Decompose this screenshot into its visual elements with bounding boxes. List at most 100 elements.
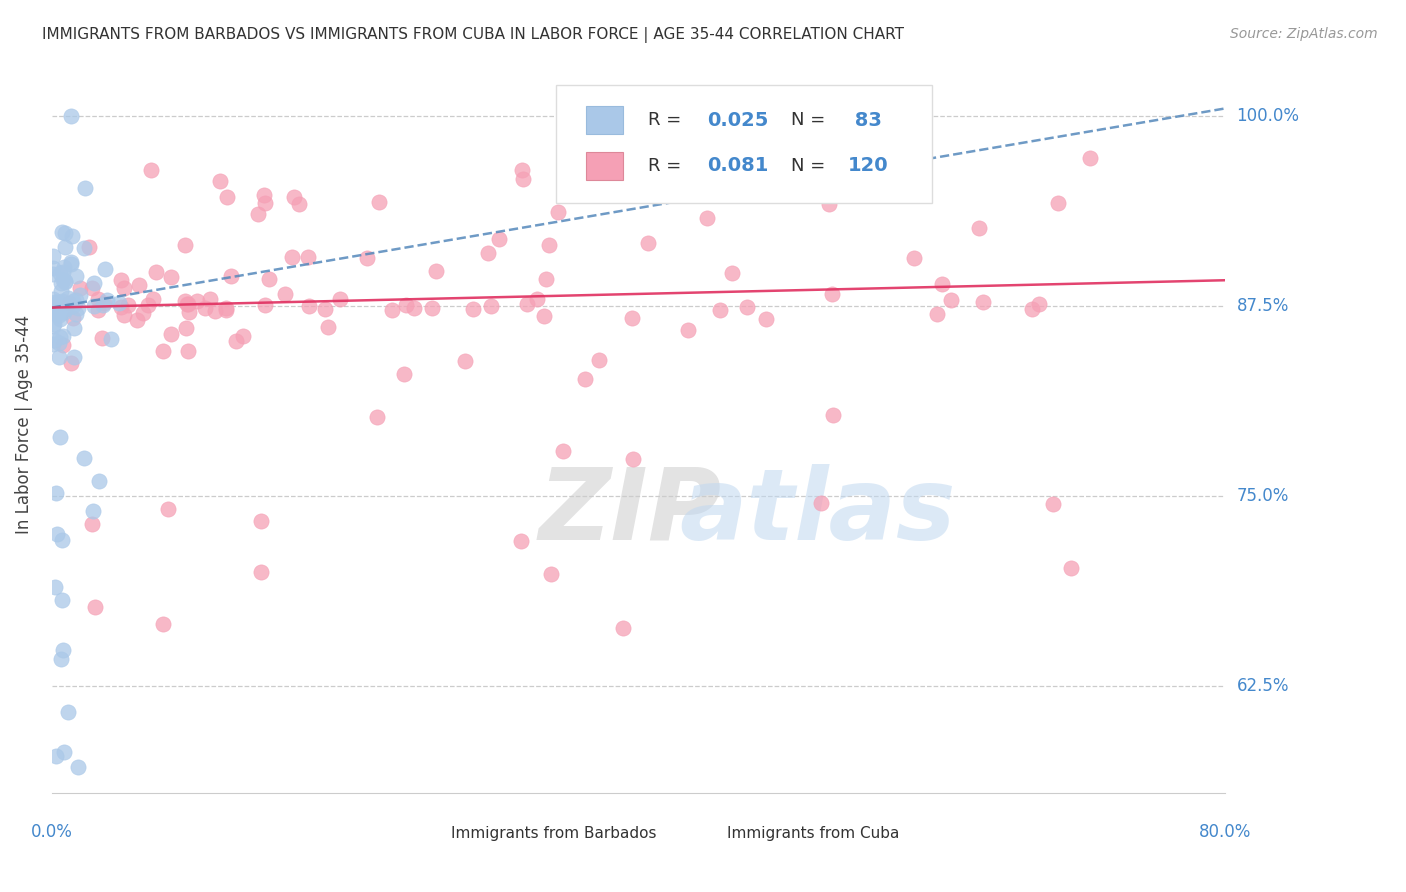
Point [117, 298, 139, 312]
Point [42, 267, 65, 281]
Point [152, 344, 174, 359]
Point [96, 293, 118, 307]
Point [215, 301, 238, 316]
Point [52, 304, 75, 318]
Point [283, 190, 305, 204]
Text: Immigrants from Cuba: Immigrants from Cuba [727, 826, 898, 841]
Point [889, 187, 911, 202]
Point [42, 249, 65, 263]
Point [232, 329, 254, 343]
Point [44, 295, 66, 310]
Point [63, 296, 86, 310]
Point [49, 430, 72, 444]
Point [1028, 296, 1050, 310]
Point [82, 280, 104, 294]
Point [52, 297, 75, 311]
Point [84, 599, 107, 614]
Point [1078, 151, 1101, 165]
Point [620, 310, 643, 325]
Text: 100.0%: 100.0% [1237, 107, 1299, 125]
Text: 0.025: 0.025 [707, 111, 768, 129]
Point [755, 312, 778, 326]
Point [62, 350, 84, 364]
Point [676, 323, 699, 337]
Point [87, 293, 110, 307]
Point [59, 255, 82, 269]
Point [60, 356, 83, 370]
Point [479, 299, 502, 313]
Point [204, 303, 226, 318]
Point [49, 276, 72, 290]
Text: 0.0%: 0.0% [31, 823, 73, 841]
Point [152, 617, 174, 632]
Point [82, 504, 104, 518]
Point [45, 749, 67, 764]
Point [1060, 560, 1083, 574]
Point [581, 179, 603, 194]
Point [52, 265, 75, 279]
Point [588, 352, 610, 367]
Point [420, 301, 443, 316]
Point [59, 109, 82, 123]
Point [91, 298, 114, 312]
Point [176, 297, 198, 311]
Point [44, 580, 66, 594]
Text: atlas: atlas [679, 464, 956, 561]
Point [612, 621, 634, 635]
Point [110, 300, 132, 314]
Point [281, 250, 304, 264]
Point [395, 298, 418, 312]
Point [52, 643, 75, 657]
Point [53, 226, 76, 240]
Text: 87.5%: 87.5% [1237, 297, 1289, 315]
Point [177, 344, 200, 359]
Text: N =: N = [792, 111, 825, 129]
Point [128, 278, 150, 293]
Point [477, 246, 499, 260]
Point [903, 251, 925, 265]
Text: 62.5%: 62.5% [1237, 677, 1289, 695]
Point [297, 250, 319, 264]
Point [52, 338, 75, 352]
Point [53, 745, 76, 759]
Point [69, 288, 91, 302]
Point [253, 187, 276, 202]
Point [58, 296, 80, 310]
Point [709, 303, 731, 318]
Point [925, 307, 948, 321]
Point [45, 307, 67, 321]
Point [463, 301, 485, 316]
Point [132, 305, 155, 319]
Point [52, 302, 75, 317]
Text: 80.0%: 80.0% [1199, 823, 1251, 841]
Text: 75.0%: 75.0% [1237, 487, 1289, 505]
Point [42, 336, 65, 351]
Point [219, 269, 242, 284]
Point [174, 237, 197, 252]
Point [65, 269, 87, 284]
Text: Source: ZipAtlas.com: Source: ZipAtlas.com [1230, 27, 1378, 41]
Point [254, 196, 277, 211]
Point [44, 333, 66, 347]
Point [42, 319, 65, 334]
Point [56, 705, 79, 719]
Point [51, 284, 73, 298]
Point [250, 565, 273, 579]
Point [298, 299, 321, 313]
Point [696, 211, 718, 225]
Point [62, 310, 84, 325]
Point [53, 274, 76, 288]
Point [821, 287, 844, 301]
Point [51, 225, 73, 239]
Point [246, 207, 269, 221]
Point [621, 452, 644, 467]
Point [157, 501, 180, 516]
Point [179, 304, 201, 318]
Point [259, 272, 281, 286]
Point [73, 450, 96, 465]
Point [110, 273, 132, 287]
Point [65, 293, 87, 307]
Point [53, 240, 76, 254]
Point [83, 299, 105, 313]
Point [42, 260, 65, 275]
